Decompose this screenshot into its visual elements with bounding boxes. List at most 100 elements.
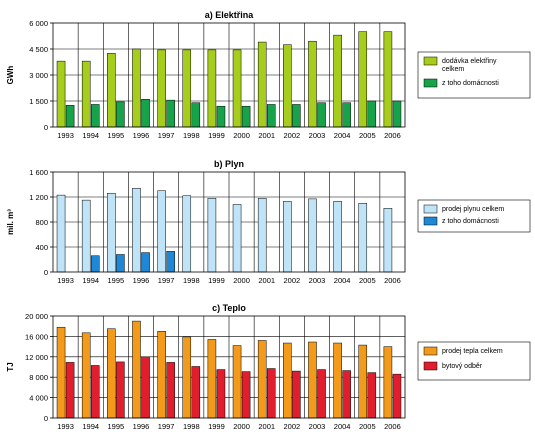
chart-panel-1: a) Elektřina GWh 0 1 500 3 000 4 500 6 000 1993… bbox=[6, 10, 531, 140]
bar-sub bbox=[317, 369, 326, 419]
y-tick-label: 0 bbox=[44, 268, 48, 277]
x-tick-label: 1994 bbox=[82, 131, 99, 140]
x-tick-label: 1993 bbox=[57, 131, 74, 140]
x-tick-label: 2000 bbox=[233, 276, 250, 285]
y-tick-label: 3 000 bbox=[29, 71, 48, 80]
bar-total bbox=[182, 49, 192, 128]
x-tick-label: 1993 bbox=[57, 422, 74, 431]
bar-total bbox=[132, 320, 141, 419]
bar-total bbox=[81, 332, 91, 419]
bar-total bbox=[283, 44, 292, 128]
bar-total bbox=[257, 198, 267, 273]
bar-sub bbox=[266, 104, 276, 128]
bar-sub bbox=[317, 102, 326, 128]
legend: dodávka elektřiny celkem z toho domácnosti bbox=[417, 51, 531, 99]
x-tick-label: 1998 bbox=[183, 422, 200, 431]
bar-sub bbox=[342, 370, 351, 419]
legend-label: z toho domácnosti bbox=[442, 218, 499, 225]
bar-total bbox=[358, 344, 368, 419]
chart-title: b) Plyn bbox=[214, 159, 244, 169]
legend-swatch bbox=[423, 56, 438, 66]
y-tick-label: 0 bbox=[44, 123, 48, 132]
bar-total bbox=[56, 326, 66, 419]
legend-swatch bbox=[423, 346, 438, 356]
x-tick-label: 2002 bbox=[284, 422, 301, 431]
bar-sub bbox=[116, 361, 125, 419]
bar-sub bbox=[141, 99, 150, 128]
bar-total bbox=[107, 328, 116, 419]
y-tick-label: 1 200 bbox=[29, 193, 48, 202]
bar-total bbox=[207, 49, 217, 128]
y-tick-label: 1 500 bbox=[29, 97, 48, 106]
x-tick-label: 1999 bbox=[208, 276, 225, 285]
plot-frame bbox=[52, 171, 406, 273]
legend-label: dodávka elektřiny celkem bbox=[442, 58, 497, 73]
legend: prodej tepla celkem bytový odběr bbox=[417, 341, 531, 381]
y-tick-label: 1 600 bbox=[29, 168, 48, 177]
bar-sub bbox=[392, 373, 402, 419]
legend-label: prodej tepla celkem bbox=[442, 348, 503, 355]
bar-total bbox=[232, 345, 242, 419]
bar-sub bbox=[90, 365, 100, 419]
bar-total bbox=[182, 336, 192, 419]
bar-sub bbox=[216, 105, 226, 128]
bar-total bbox=[81, 60, 91, 128]
bar-total bbox=[56, 60, 66, 128]
bar-sub bbox=[90, 104, 100, 128]
y-axis-label: GWh bbox=[6, 66, 15, 85]
legend-swatch bbox=[423, 216, 438, 226]
y-tick-label: 800 bbox=[35, 218, 48, 227]
bar-sub bbox=[141, 252, 150, 273]
bar-sub bbox=[367, 372, 377, 419]
x-tick-label: 2003 bbox=[309, 422, 326, 431]
legend-swatch bbox=[423, 361, 438, 371]
x-tick-label: 2004 bbox=[334, 131, 351, 140]
bar-sub bbox=[65, 105, 75, 128]
bar-sub bbox=[342, 102, 351, 128]
y-tick-label: 8 000 bbox=[29, 373, 48, 382]
bar-total bbox=[132, 188, 141, 273]
x-tick-label: 1996 bbox=[133, 422, 150, 431]
x-tick-label: 2000 bbox=[233, 131, 250, 140]
x-tick-label: 2002 bbox=[284, 276, 301, 285]
y-tick-label: 20 000 bbox=[25, 312, 48, 321]
x-tick-label: 2002 bbox=[284, 131, 301, 140]
bar-sub bbox=[241, 105, 251, 128]
bar-total bbox=[157, 331, 166, 419]
bar-total bbox=[232, 49, 242, 128]
bar-total bbox=[257, 41, 267, 128]
bar-sub bbox=[191, 102, 201, 128]
y-tick-label: 4 000 bbox=[29, 394, 48, 403]
chart-title: c) Teplo bbox=[212, 303, 246, 313]
x-tick-label: 1993 bbox=[57, 276, 74, 285]
legend-label: prodej plynu celkem bbox=[442, 206, 504, 213]
bar-sub bbox=[216, 369, 226, 419]
bar-sub bbox=[241, 371, 251, 419]
y-tick-label: 0 bbox=[44, 414, 48, 423]
bar-total bbox=[81, 199, 91, 273]
bar-total bbox=[132, 48, 141, 128]
bar-total bbox=[333, 34, 342, 128]
x-tick-label: 1995 bbox=[108, 276, 125, 285]
x-tick-label: 2000 bbox=[233, 422, 250, 431]
bar-total bbox=[308, 341, 317, 419]
y-tick-label: 16 000 bbox=[25, 332, 48, 341]
legend-label: z toho domácnosti bbox=[442, 80, 499, 87]
x-tick-label: 2006 bbox=[384, 422, 401, 431]
x-tick-label: 1996 bbox=[133, 276, 150, 285]
plot-frame bbox=[52, 315, 406, 419]
bar-sub bbox=[292, 104, 301, 128]
x-tick-label: 1995 bbox=[108, 422, 125, 431]
legend: prodej plynu celkem z toho domácnosti bbox=[417, 199, 531, 233]
bar-total bbox=[182, 195, 192, 273]
bar-total bbox=[157, 49, 166, 128]
x-tick-label: 1999 bbox=[208, 131, 225, 140]
x-tick-label: 1997 bbox=[158, 276, 175, 285]
x-tick-label: 1994 bbox=[82, 422, 99, 431]
bar-total bbox=[333, 201, 342, 273]
x-tick-label: 2006 bbox=[384, 276, 401, 285]
bar-sub bbox=[292, 370, 301, 419]
bar-total bbox=[358, 203, 368, 273]
y-tick-label: 400 bbox=[35, 243, 48, 252]
